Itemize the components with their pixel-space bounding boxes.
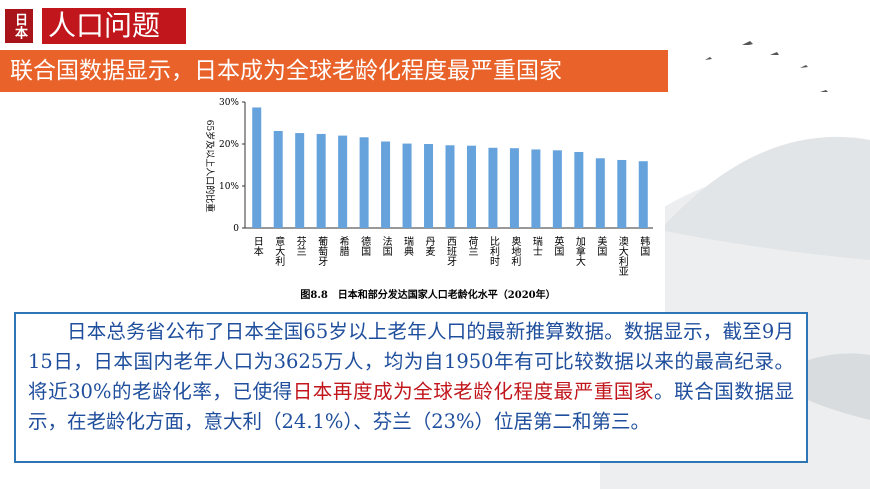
- x-tick-label: 日本: [251, 236, 263, 257]
- x-tick-label: 加拿大: [573, 236, 585, 267]
- x-tick-label: 英国: [552, 235, 564, 257]
- y-tick-label: 10%: [219, 182, 239, 192]
- y-tick-label: 0: [233, 224, 239, 234]
- bar: [617, 159, 627, 228]
- bar: [381, 141, 391, 228]
- x-tick-label: 澳大利亚: [616, 235, 628, 276]
- bar: [359, 137, 369, 228]
- x-tick-label: 葡萄牙: [316, 235, 328, 267]
- bar: [252, 107, 262, 228]
- bar: [273, 130, 283, 228]
- banner: 联合国数据显示，日本成为全球老龄化程度最严重国家: [0, 50, 668, 92]
- caption: 图8.8 日本和部分发达国家人口老龄化水平（2020年）: [300, 288, 555, 301]
- badge: 日本: [5, 9, 33, 43]
- x-tick-label: 韩国: [638, 235, 650, 257]
- chart: 65岁及以上人口的比重 图8.8 日本和部分发达国家人口老龄化水平（2020年）…: [183, 92, 665, 312]
- bar: [574, 151, 584, 228]
- x-tick-label: 芬兰: [294, 236, 306, 256]
- bar: [509, 148, 519, 228]
- x-tick-label: 比利时: [487, 236, 499, 266]
- x-tick-label: 希腊: [337, 235, 349, 257]
- bar: [402, 143, 412, 228]
- bar: [638, 161, 648, 228]
- x-tick-label: 西班牙: [445, 236, 457, 267]
- text: 日本总务省公布了日本全国65岁以上老年人口的最新推算数据。数据显示，截至9月15…: [28, 320, 794, 403]
- text: 。联合国数据显示，在老龄化方面，意大利（24.1%）、芬兰（23%）位居第二和第…: [28, 380, 794, 433]
- x-tick-label: 美国: [595, 235, 607, 257]
- y-tick-label: 20%: [219, 140, 239, 150]
- y-axis-label: 65岁及以上人口的比重: [204, 120, 216, 212]
- x-tick-label: 瑞典: [402, 236, 414, 257]
- x-tick-label: 瑞士: [530, 236, 542, 256]
- bar: [595, 158, 605, 228]
- bar: [552, 150, 562, 228]
- paragraph: 日本总务省公布了日本全国65岁以上老年人口的最新推算数据。数据显示，截至9月15…: [14, 312, 808, 463]
- bar: [488, 147, 498, 228]
- bar: [466, 145, 476, 228]
- x-tick-label: 法国: [380, 235, 392, 257]
- bar: [295, 133, 305, 228]
- bar: [531, 149, 541, 228]
- x-tick-label: 德国: [359, 235, 371, 257]
- y-tick-label: 30%: [219, 98, 239, 108]
- x-tick-label: 奥地利: [509, 235, 521, 266]
- bar: [445, 145, 455, 228]
- chart-background: [183, 92, 665, 312]
- bar: [316, 133, 326, 228]
- x-tick-label: 荷兰: [466, 236, 478, 256]
- highlight: 日本再度成为全球老龄化程度最严重国家: [292, 380, 655, 403]
- x-tick-label: 丹麦: [423, 236, 435, 257]
- bar: [424, 144, 434, 228]
- section-title: 人口问题: [42, 8, 186, 44]
- x-tick-label: 意大利: [273, 235, 285, 266]
- bar: [338, 135, 348, 228]
